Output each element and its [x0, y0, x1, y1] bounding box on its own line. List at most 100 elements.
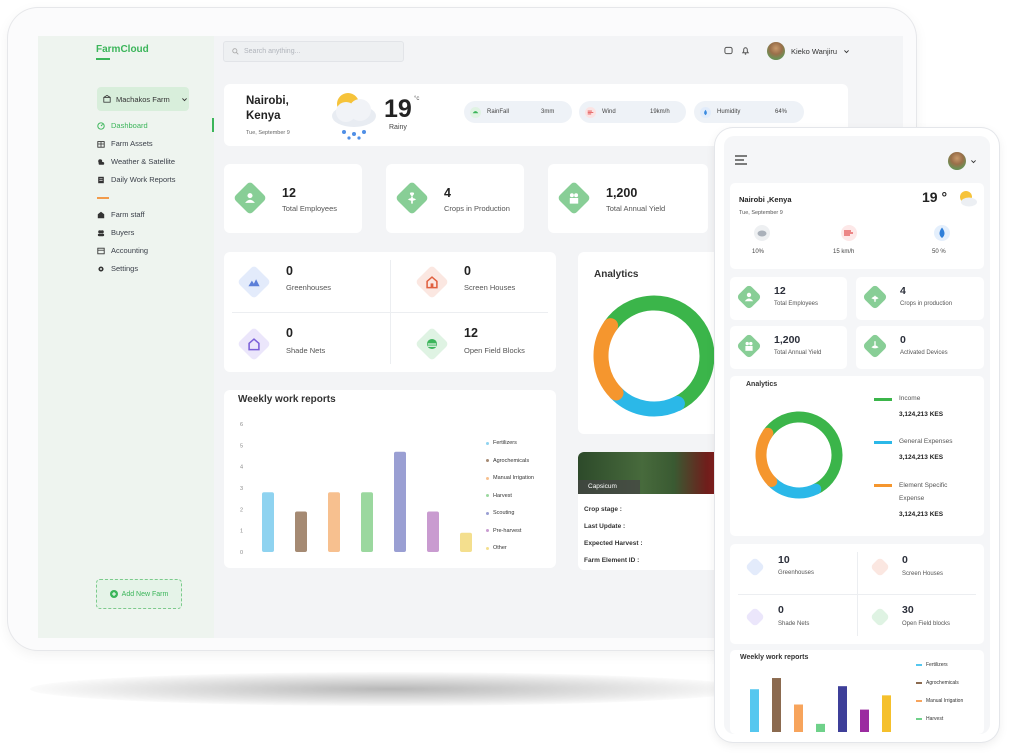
- bar-pre-harvest[interactable]: [860, 709, 869, 732]
- weather-location: Nairobi, Kenya: [246, 94, 289, 124]
- bell-icon[interactable]: [741, 46, 750, 55]
- legend-swatch: [486, 511, 489, 515]
- phone-stat-crops: 4 Crops in production: [856, 277, 984, 320]
- employees-icon: [736, 284, 762, 310]
- devices-icon: [862, 333, 888, 359]
- donut-slice-element-specific-expense[interactable]: [755, 427, 778, 487]
- top-bar: Search anything... Kieko Wanjiru: [214, 36, 903, 66]
- wind-pill: Wind 19km/h: [579, 101, 686, 123]
- add-new-farm-label: Add New Farm: [121, 590, 169, 598]
- donut-slice-income[interactable]: [762, 411, 843, 495]
- phone-weekly-legend: Fertilizers Agrochemicals Manual Irrigatio…: [916, 662, 984, 734]
- facility-label: Shade Nets: [286, 346, 326, 355]
- screen-house-icon: [415, 265, 449, 299]
- sidebar-item-label: Weather & Satellite: [111, 157, 176, 166]
- bar-harvest[interactable]: [816, 723, 825, 732]
- hamburger-menu-icon[interactable]: [735, 155, 747, 165]
- buyers-icon: [97, 229, 105, 236]
- sidebar-item-farm-assets[interactable]: Farm Assets: [97, 139, 153, 148]
- chat-icon[interactable]: [724, 46, 733, 55]
- general-expenses-legend-label: General Expenses: [899, 438, 953, 445]
- phone-frame: Nairobi ,Kenya Tue, September 9 19 ° 10%…: [715, 128, 999, 742]
- humidity-metric-icon: [934, 225, 950, 241]
- donut-slice-general-expenses[interactable]: [608, 385, 685, 417]
- rain-metric-icon: [754, 225, 770, 241]
- wind-icon: [585, 106, 596, 118]
- y-tick-label: 5: [240, 443, 243, 449]
- element-expense-legend-value: 3,124,213 KES: [899, 511, 944, 518]
- y-tick-label: 3: [240, 486, 243, 492]
- y-tick-label: 4: [240, 465, 243, 471]
- last-update-label: Last Update :: [584, 523, 626, 530]
- stat-label: Total Annual Yield: [774, 350, 822, 356]
- sidebar-item-farm-staff[interactable]: Farm staff: [97, 210, 145, 219]
- wind-label: Wind: [602, 109, 616, 115]
- stat-card-yield: 1,200 Total Annual Yield: [548, 164, 708, 233]
- legend-swatch: [486, 459, 489, 462]
- wind-value: 19km/h: [650, 109, 670, 115]
- bar-manual-irrigation[interactable]: [328, 492, 340, 552]
- bar-agrochemicals[interactable]: [772, 678, 781, 732]
- weather-city: Nairobi,: [246, 95, 289, 107]
- farm-selector-label: Machakos Farm: [116, 94, 170, 104]
- sidebar-item-weather[interactable]: Weather & Satellite: [97, 157, 175, 166]
- sidebar-item-accounting[interactable]: Accounting: [97, 246, 148, 255]
- app-logo[interactable]: FarmCloud: [96, 44, 149, 55]
- legend-item: Scouting: [486, 510, 514, 516]
- reports-icon: [98, 176, 104, 183]
- phone-weekly-bar-chart: [750, 678, 891, 732]
- sidebar-item-label: Buyers: [111, 228, 135, 237]
- sidebar-item-label: Farm Assets: [111, 139, 153, 148]
- search-input[interactable]: Search anything...: [223, 41, 404, 62]
- analytics-donut-chart: [593, 295, 715, 417]
- sidebar-item-dashboard[interactable]: Dashboard: [97, 121, 148, 130]
- bar-manual-irrigation[interactable]: [794, 704, 803, 732]
- user-name: Kieko Wanjiru: [791, 46, 837, 56]
- bar-agrochemicals[interactable]: [295, 511, 307, 552]
- y-tick-label: 0: [240, 550, 243, 556]
- phone-analytics-title: Analytics: [746, 381, 778, 388]
- wind-metric-icon: [841, 225, 857, 241]
- sidebar: FarmCloud Machakos Farm Dashboard Farm A…: [38, 36, 214, 638]
- sidebar-item-buyers[interactable]: Buyers: [97, 228, 134, 237]
- facility-label: Screen Houses: [902, 571, 944, 577]
- bar-fertilizers[interactable]: [262, 492, 274, 552]
- legend-item: Fertilizers: [486, 440, 517, 446]
- general-expenses-legend-value: 3,124,213 KES: [899, 454, 944, 461]
- humidity-pill: Humidity 64%: [694, 101, 804, 123]
- y-tick-label: 2: [240, 507, 243, 513]
- facility-label: Open Field Blocks: [464, 346, 525, 355]
- add-new-farm-button[interactable]: Add New Farm: [96, 579, 182, 609]
- legend-label: Manual Irrigation: [926, 698, 964, 704]
- stat-value: 0: [900, 334, 906, 346]
- bar-fertilizers[interactable]: [750, 689, 759, 732]
- weather-icon: [98, 158, 105, 165]
- element-expense-legend-label: Element Specific: [899, 482, 948, 489]
- bar-scouting[interactable]: [394, 451, 406, 552]
- income-legend-value: 3,124,213 KES: [899, 411, 944, 418]
- bar-other[interactable]: [882, 695, 891, 732]
- stat-label: Crops in Production: [444, 204, 510, 213]
- bar-harvest[interactable]: [361, 492, 373, 552]
- rainfall-pill: RainFall 3mm: [464, 101, 572, 123]
- chevron-down-icon: [844, 49, 849, 53]
- donut-slice-income[interactable]: [603, 295, 715, 412]
- humidity-value: 64%: [775, 109, 788, 115]
- bar-scouting[interactable]: [838, 686, 847, 732]
- bar-other[interactable]: [460, 532, 472, 552]
- sidebar-item-settings[interactable]: Settings: [97, 264, 138, 273]
- donut-slice-general-expenses[interactable]: [766, 475, 822, 499]
- legend-label: Scouting: [493, 510, 515, 516]
- crops-icon: [395, 181, 429, 215]
- legend-swatch: [486, 529, 489, 532]
- rainfall-icon: [470, 106, 481, 118]
- avatar[interactable]: [948, 152, 966, 170]
- phone-stat-employees: 12 Total Employees: [730, 277, 847, 320]
- sidebar-item-daily-reports[interactable]: Daily Work Reports: [97, 175, 175, 184]
- farm-selector[interactable]: Machakos Farm: [97, 87, 189, 111]
- user-menu[interactable]: Kieko Wanjiru: [767, 42, 850, 60]
- donut-slice-element-specific-expense[interactable]: [593, 318, 624, 401]
- phone-stat-devices: 0 Activated Devices: [856, 326, 984, 369]
- bar-pre-harvest[interactable]: [427, 511, 439, 552]
- rainfall-label: RainFall: [487, 109, 510, 115]
